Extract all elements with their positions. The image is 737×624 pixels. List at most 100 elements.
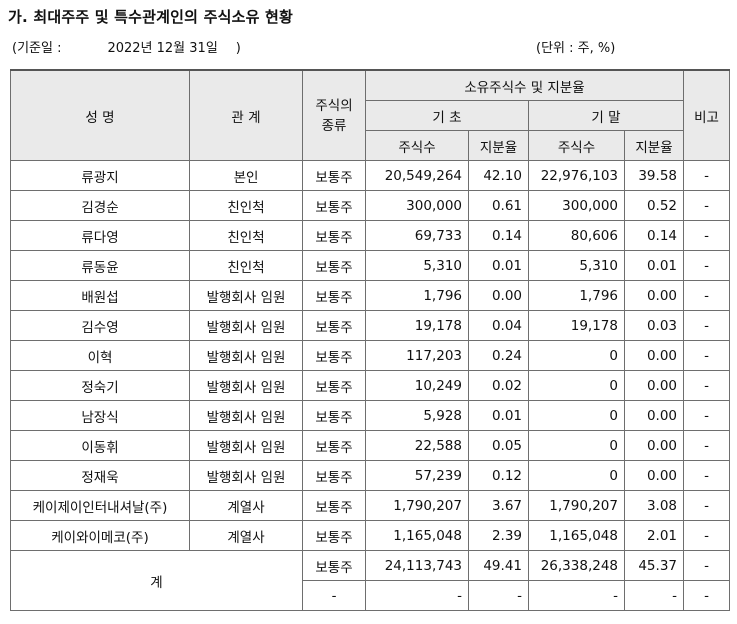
cell-note: -: [683, 220, 730, 251]
cell-end-shares: 22,976,103: [528, 160, 625, 191]
cell-begin-shares: 69,733: [365, 220, 469, 251]
cell-end-shares: 1,790,207: [528, 490, 625, 521]
cell-stock-type: 보통주: [302, 520, 366, 551]
cell-stock-type: 보통주: [302, 310, 366, 341]
table-row: 김수영 발행회사 임원 보통주 19,178 0.04 19,178 0.03-: [10, 310, 730, 341]
cell-begin-shares: 1,796: [365, 280, 469, 311]
cell-end-ratio: 3.08: [624, 490, 684, 521]
cell-end-ratio: 0.00: [624, 370, 684, 401]
cell-end-ratio: 0.52: [624, 190, 684, 221]
total-cell-stock-type: 보통주: [302, 550, 366, 581]
cell-end-ratio: 0.00: [624, 340, 684, 371]
cell-end-shares: 0: [528, 340, 625, 371]
cell-name: 남장식: [10, 400, 190, 431]
cell-relation: 발행회사 임원: [189, 310, 303, 341]
cell-begin-ratio: 0.05: [468, 430, 529, 461]
total-cell-note: -: [683, 550, 730, 581]
cell-begin-ratio: 2.39: [468, 520, 529, 551]
cell-note: -: [683, 250, 730, 281]
cell-begin-ratio: 0.00: [468, 280, 529, 311]
cell-name: 정재욱: [10, 460, 190, 491]
cell-relation: 발행회사 임원: [189, 430, 303, 461]
cell-relation: 발행회사 임원: [189, 370, 303, 401]
col-header-name: 성 명: [10, 69, 190, 161]
cell-name: 이동휘: [10, 430, 190, 461]
total-cell-stock-type: -: [302, 580, 366, 611]
total-cell-end-shares: 26,338,248: [528, 550, 625, 581]
cell-name: 정숙기: [10, 370, 190, 401]
table-row: 이혁 발행회사 임원 보통주 117,203 0.24 0 0.00-: [10, 340, 730, 371]
cell-end-shares: 1,165,048: [528, 520, 625, 551]
cell-stock-type: 보통주: [302, 430, 366, 461]
base-date-label: (기준일 :: [12, 41, 62, 56]
cell-name: 류동윤: [10, 250, 190, 281]
cell-relation: 계열사: [189, 520, 303, 551]
table-row: 배원섭 발행회사 임원 보통주 1,796 0.00 1,796 0.00-: [10, 280, 730, 311]
table-header: 성 명 관 계 주식의 종류 소유주식수 및 지분율 비고 기 초 기 말 주식…: [10, 69, 730, 161]
cell-name: 김경순: [10, 190, 190, 221]
cell-name: 케이와이메코(주): [10, 520, 190, 551]
table-body: 류광지 본인 보통주 20,549,264 42.10 22,976,103 39.58- 김…: [10, 160, 730, 611]
cell-begin-shares: 22,588: [365, 430, 469, 461]
cell-note: -: [683, 340, 730, 371]
cell-end-ratio: 39.58: [624, 160, 684, 191]
cell-note: -: [683, 160, 730, 191]
col-header-end-shares: 주식수: [528, 130, 625, 161]
total-label: 계: [10, 550, 303, 611]
cell-end-shares: 1,796: [528, 280, 625, 311]
cell-begin-ratio: 3.67: [468, 490, 529, 521]
cell-relation: 발행회사 임원: [189, 400, 303, 431]
table-row: 이동휘 발행회사 임원 보통주 22,588 0.05 0 0.00-: [10, 430, 730, 461]
cell-note: -: [683, 370, 730, 401]
col-header-begin-ratio: 지분율: [468, 130, 529, 161]
cell-end-shares: 5,310: [528, 250, 625, 281]
total-cell-note: -: [683, 580, 730, 611]
cell-note: -: [683, 310, 730, 341]
col-header-end-ratio: 지분율: [624, 130, 684, 161]
cell-stock-type: 보통주: [302, 160, 366, 191]
cell-name: 류다영: [10, 220, 190, 251]
total-cell-begin-ratio: 49.41: [468, 550, 529, 581]
cell-relation: 발행회사 임원: [189, 280, 303, 311]
total-cell-begin-shares: 24,113,743: [365, 550, 469, 581]
col-header-relation: 관 계: [189, 69, 303, 161]
cell-begin-ratio: 0.02: [468, 370, 529, 401]
col-header-begin: 기 초: [365, 100, 529, 131]
unit-label: (단위 : 주, %): [536, 41, 616, 56]
col-header-stock-type: 주식의 종류: [302, 69, 366, 161]
table-row: 정숙기 발행회사 임원 보통주 10,249 0.02 0 0.00-: [10, 370, 730, 401]
col-header-holdings: 소유주식수 및 지분율: [365, 69, 684, 101]
table-row: 류동윤 친인척 보통주 5,310 0.01 5,310 0.01-: [10, 250, 730, 281]
cell-begin-shares: 20,549,264: [365, 160, 469, 191]
cell-begin-shares: 1,790,207: [365, 490, 469, 521]
cell-end-shares: 80,606: [528, 220, 625, 251]
cell-begin-ratio: 0.01: [468, 250, 529, 281]
table-row: 류광지 본인 보통주 20,549,264 42.10 22,976,103 39.58-: [10, 160, 730, 191]
cell-note: -: [683, 280, 730, 311]
cell-note: -: [683, 460, 730, 491]
total-cell-end-shares: -: [528, 580, 625, 611]
cell-begin-ratio: 0.61: [468, 190, 529, 221]
cell-begin-ratio: 0.12: [468, 460, 529, 491]
cell-end-shares: 0: [528, 460, 625, 491]
cell-relation: 친인척: [189, 190, 303, 221]
table-row: 케이제이인터내셔날(주) 계열사 보통주 1,790,207 3.67 1,790,207…: [10, 490, 730, 521]
cell-end-ratio: 0.14: [624, 220, 684, 251]
shareholding-table: 성 명 관 계 주식의 종류 소유주식수 및 지분율 비고 기 초 기 말 주식…: [10, 69, 730, 611]
cell-stock-type: 보통주: [302, 370, 366, 401]
cell-begin-shares: 10,249: [365, 370, 469, 401]
col-header-stock-type-text: 주식의 종류: [315, 97, 353, 134]
cell-begin-ratio: 0.24: [468, 340, 529, 371]
cell-stock-type: 보통주: [302, 190, 366, 221]
table-row: 정재욱 발행회사 임원 보통주 57,239 0.12 0 0.00-: [10, 460, 730, 491]
cell-begin-shares: 300,000: [365, 190, 469, 221]
cell-end-shares: 0: [528, 400, 625, 431]
cell-stock-type: 보통주: [302, 280, 366, 311]
cell-name: 김수영: [10, 310, 190, 341]
cell-stock-type: 보통주: [302, 400, 366, 431]
cell-end-ratio: 0.00: [624, 460, 684, 491]
cell-note: -: [683, 520, 730, 551]
table-row: 케이와이메코(주) 계열사 보통주 1,165,048 2.39 1,165,048 2.0…: [10, 520, 730, 551]
cell-begin-ratio: 0.01: [468, 400, 529, 431]
base-date-line: (기준일 : 2022년 12월 31일): [12, 37, 241, 56]
